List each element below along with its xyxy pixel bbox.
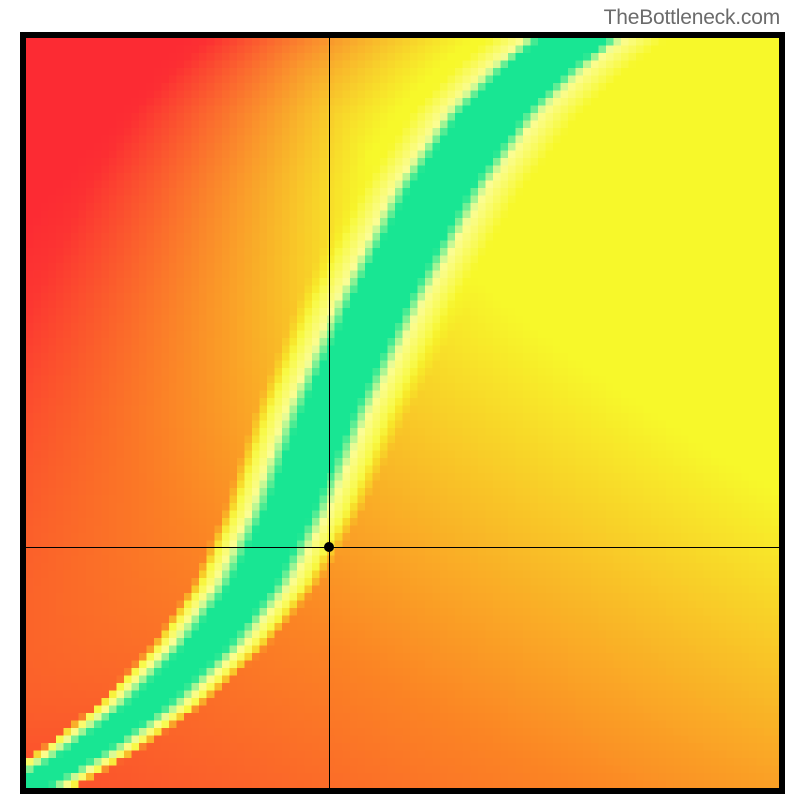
crosshair-vertical (329, 38, 330, 788)
chart-container: TheBottleneck.com (0, 0, 800, 800)
watermark-text: TheBottleneck.com (604, 6, 780, 30)
plot-area (26, 38, 779, 788)
marker-point (324, 542, 334, 552)
heatmap-canvas (26, 38, 779, 788)
crosshair-horizontal (26, 547, 779, 548)
plot-frame (20, 32, 785, 794)
